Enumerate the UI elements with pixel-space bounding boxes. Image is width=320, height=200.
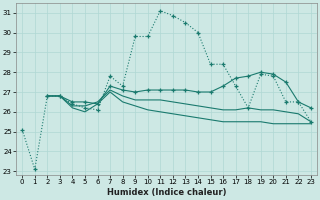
X-axis label: Humidex (Indice chaleur): Humidex (Indice chaleur) [107,188,226,197]
